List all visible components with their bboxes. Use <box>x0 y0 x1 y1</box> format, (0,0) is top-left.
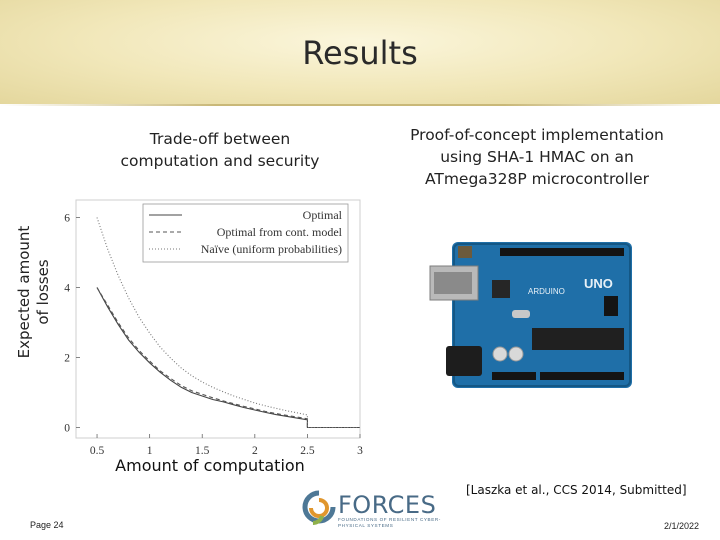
forces-logo: FORCES FOUNDATIONS OF RESILIENT CYBER-PH… <box>302 490 442 530</box>
legend-box <box>142 203 349 263</box>
capacitor-1 <box>492 346 508 362</box>
arduino-board-photo: ARDUINO UNO <box>429 242 632 388</box>
y-axis-label-line-1: Expected amount <box>15 225 33 359</box>
usb-connector-opening <box>434 272 472 294</box>
slide-title: Results <box>302 34 418 72</box>
board-model-label: UNO <box>584 276 613 291</box>
header-divider <box>0 104 720 106</box>
y-tick-label: 0 <box>64 423 70 435</box>
y-tick-label: 6 <box>64 213 70 225</box>
board-brand-label: ARDUINO <box>528 287 565 296</box>
board-caption-line-3: ATmega328P microcontroller <box>424 170 650 188</box>
reset-button <box>458 246 472 258</box>
series-line-1 <box>96 287 360 429</box>
x-axis-label: Amount of computation <box>115 456 305 475</box>
slide-date: 2/1/2022 <box>664 521 700 531</box>
analog-header <box>540 372 624 380</box>
board-caption-line-1: Proof-of-concept implementation <box>410 126 664 144</box>
losses-vs-computation-chart: 0.5 1 1.5 2 2.5 3 0 2 4 6 Optimal Optimal from co… <box>64 199 363 457</box>
chart-caption: Trade-off between computation and securi… <box>120 130 320 170</box>
capacitor-2 <box>508 346 524 362</box>
legend-label-cont-model: Optimal from cont. model <box>217 225 343 239</box>
page-number: Page 24 <box>30 520 64 530</box>
legend-label-optimal: Optimal <box>303 208 343 222</box>
y-tick-label: 4 <box>64 283 70 295</box>
x-tick-label: 2 <box>252 445 258 457</box>
logo-subtitle: FOUNDATIONS OF RESILIENT CYBER-PHYSICAL … <box>338 517 441 528</box>
power-header <box>492 372 536 380</box>
header-band <box>0 0 720 104</box>
x-tick-label: 0.5 <box>90 445 105 457</box>
logo-wordmark: FORCES <box>338 491 437 519</box>
digital-header <box>500 248 624 256</box>
y-tick-label: 2 <box>64 353 70 365</box>
legend-label-naive: Naïve (uniform probabilities) <box>201 242 342 256</box>
citation: [Laszka et al., CCS 2014, Submitted] <box>466 483 687 497</box>
board-pcb-shade <box>453 243 631 387</box>
power-jack <box>446 346 482 376</box>
usb-chip <box>492 280 510 298</box>
forces-logo-mark-icon <box>302 490 336 525</box>
x-tick-label: 1 <box>147 445 153 457</box>
series-line-2 <box>96 287 360 429</box>
crystal <box>512 310 530 318</box>
y-axis-label-line-2: of losses <box>34 259 52 325</box>
atmega328p-chip <box>532 328 624 350</box>
x-tick-label: 1.5 <box>195 445 210 457</box>
chart-legend: Optimal Optimal from cont. model Naïve (… <box>142 203 349 263</box>
board-caption: Proof-of-concept implementation using SH… <box>392 124 682 190</box>
y-axis-label: Expected amount of losses <box>15 222 52 362</box>
icsp-header <box>604 296 618 316</box>
x-tick-label: 3 <box>357 445 363 457</box>
x-tick-label: 2.5 <box>300 445 315 457</box>
board-caption-line-2: using SHA-1 HMAC on an <box>440 148 634 166</box>
